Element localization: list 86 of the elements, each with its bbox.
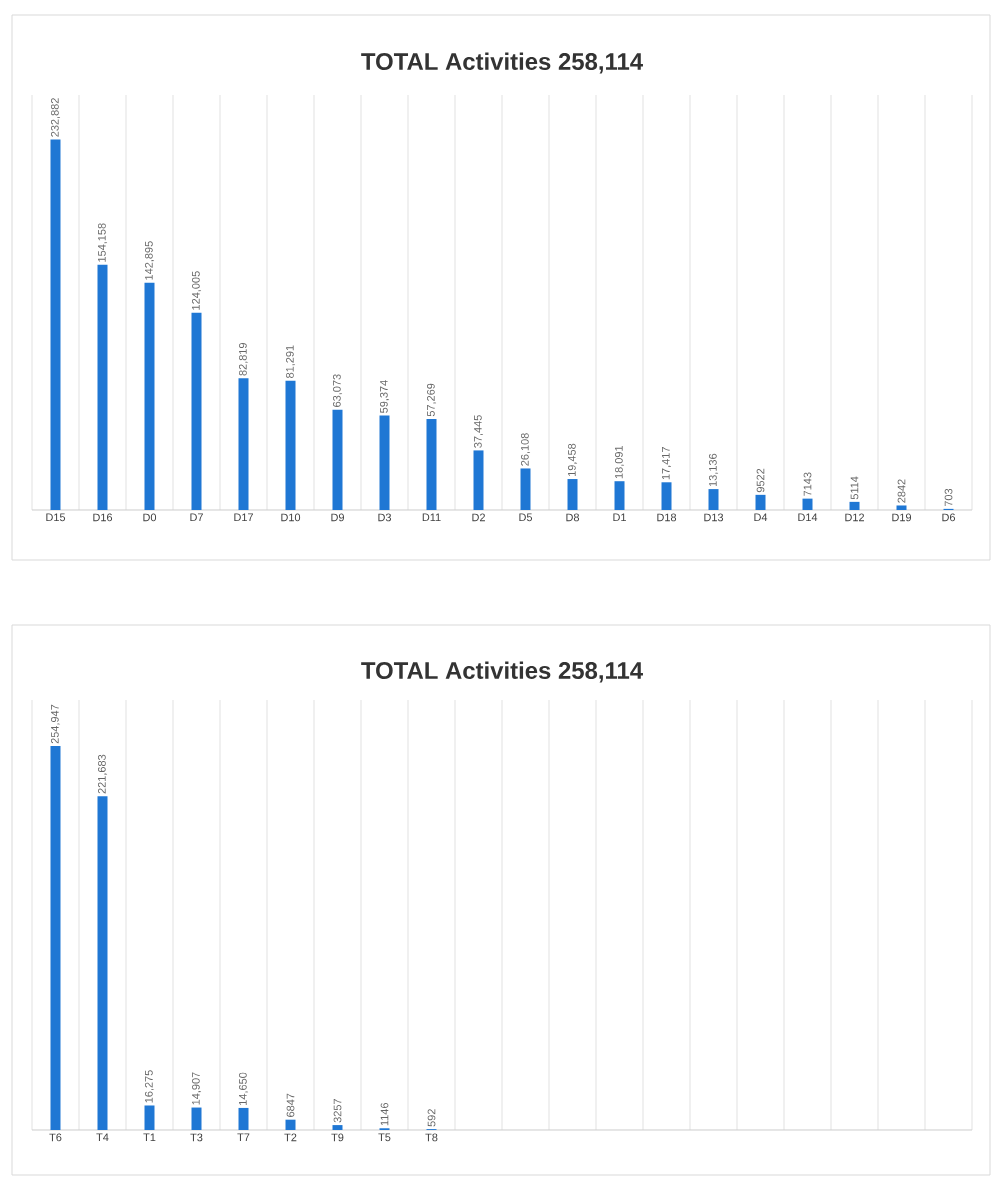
data-label: 57,269 — [426, 383, 437, 417]
data-label: 154,158 — [97, 223, 108, 262]
x-tick-label: T7 — [237, 1133, 250, 1142]
x-tick-label: D12 — [845, 513, 865, 522]
bar — [97, 796, 108, 1130]
bar — [755, 494, 766, 510]
data-label: 59,374 — [379, 380, 390, 413]
x-tick-label: D11 — [422, 513, 441, 522]
x-tick-label: D2 — [472, 513, 485, 522]
data-label: 19,458 — [567, 443, 578, 477]
x-tick-label: D14 — [798, 513, 818, 522]
data-label: 82,819 — [238, 343, 249, 376]
x-tick-label: T9 — [331, 1133, 344, 1142]
x-tick-label: D17 — [234, 513, 253, 522]
data-label: 7143 — [803, 472, 812, 496]
data-label: 81,291 — [285, 345, 296, 378]
data-label: 37,445 — [473, 415, 484, 448]
bar — [520, 468, 531, 510]
data-label: 63,073 — [332, 374, 343, 407]
chart-title: TOTAL Activities 258,114 — [361, 661, 643, 683]
x-tick-label: D18 — [657, 513, 677, 522]
x-tick-label: D8 — [566, 513, 580, 522]
bar — [285, 380, 296, 510]
data-label: 17,417 — [662, 447, 671, 480]
data-label: 3257 — [333, 1099, 342, 1123]
bar — [802, 498, 813, 510]
data-label: 221,683 — [97, 754, 108, 794]
data-label: 9522 — [756, 468, 765, 493]
x-tick-label: D13 — [704, 513, 724, 522]
bar — [426, 418, 437, 510]
chart-title: TOTAL Activities 258,114 — [361, 52, 643, 74]
data-label: 124,005 — [191, 271, 202, 310]
x-tick-label: D9 — [331, 513, 344, 522]
bar — [191, 1107, 202, 1130]
bar — [285, 1119, 296, 1130]
data-label: 1146 — [380, 1102, 389, 1126]
bar — [614, 481, 625, 510]
bar — [473, 450, 484, 510]
bar — [50, 746, 61, 1130]
bar — [661, 482, 672, 510]
bar — [144, 282, 155, 510]
x-tick-label: T5 — [378, 1133, 391, 1142]
x-tick-label: D7 — [190, 513, 203, 522]
bar — [332, 409, 343, 510]
bar — [144, 1105, 155, 1130]
bar — [708, 489, 719, 510]
bar — [849, 501, 860, 510]
x-tick-label: D1 — [613, 513, 626, 522]
bar — [567, 479, 578, 510]
bar — [332, 1125, 343, 1130]
data-label: 254,947 — [50, 704, 61, 744]
data-label: 18,091 — [614, 446, 625, 479]
data-label: 232,882 — [50, 98, 61, 137]
x-tick-label: D4 — [754, 513, 768, 522]
x-tick-label: D6 — [942, 513, 956, 522]
data-label: 26,108 — [520, 433, 531, 466]
data-label: 13,136 — [708, 453, 719, 487]
data-label: 592 — [427, 1109, 436, 1127]
x-tick-label: D15 — [46, 513, 66, 522]
bar — [379, 415, 390, 510]
data-label: 703 — [944, 488, 953, 507]
x-tick-label: D0 — [143, 513, 157, 522]
x-tick-label: T3 — [190, 1133, 203, 1142]
data-label: 14,650 — [238, 1072, 249, 1105]
x-tick-label: T2 — [284, 1133, 297, 1142]
bar — [238, 378, 249, 510]
data-label: 14,907 — [191, 1072, 202, 1105]
x-tick-label: D5 — [519, 513, 533, 522]
x-tick-label: D10 — [281, 513, 301, 522]
bar — [896, 505, 907, 510]
bar — [97, 264, 108, 510]
bar — [50, 139, 61, 510]
x-tick-label: D3 — [378, 513, 392, 522]
x-tick-label: T8 — [425, 1133, 438, 1142]
x-tick-label: D16 — [93, 513, 113, 522]
x-tick-label: D19 — [892, 513, 912, 522]
data-label: 142,895 — [144, 241, 155, 280]
data-label: 16,275 — [144, 1070, 155, 1103]
x-tick-label: T1 — [143, 1133, 156, 1142]
x-tick-label: T6 — [49, 1133, 62, 1142]
data-label: 5114 — [850, 476, 859, 500]
x-tick-label: T4 — [96, 1133, 109, 1142]
data-label: 2842 — [897, 479, 906, 503]
data-label: 6847 — [286, 1093, 295, 1117]
bar — [191, 312, 202, 510]
bar — [238, 1107, 249, 1130]
